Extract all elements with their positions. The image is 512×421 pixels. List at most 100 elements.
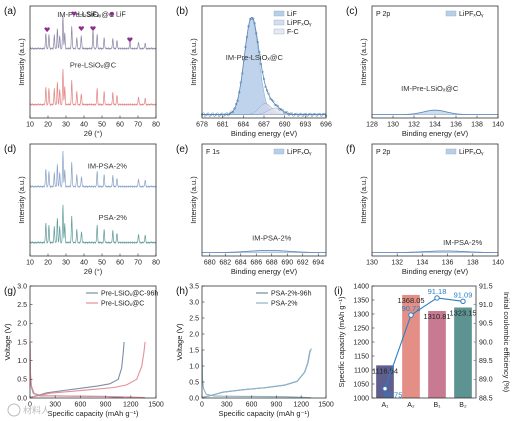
y-tick-label: 1200	[353, 339, 369, 346]
xps-raw-point	[216, 112, 219, 115]
legend-entry: LiF	[116, 12, 126, 19]
y-right-axis-label: Initial coulombic efficiency (%)	[502, 292, 511, 393]
panel-f: P 2p IM-PSA-2% LiPFₓOᵧ 130 132 134 136 138 140 Bi…	[346, 143, 504, 276]
x-tick-label: 70	[134, 122, 142, 129]
xps-raw-point	[269, 97, 272, 100]
y-tick-label: 0.5	[189, 379, 199, 386]
series-annotation: PSA-2%	[99, 213, 128, 222]
voltage-curve-2	[29, 343, 124, 399]
y-right-tick-label: 88.5	[479, 395, 493, 402]
series-annotation: IM-PSA-2%	[252, 233, 292, 242]
xrd-pattern-1	[29, 68, 157, 107]
diamond-legend-icon	[109, 11, 115, 17]
x-tick-label: 60	[116, 260, 124, 267]
xps-raw-point	[236, 99, 239, 102]
y-tick-label: 1050	[353, 381, 369, 388]
watermark-logo-icon	[7, 403, 21, 417]
xps-raw-point	[298, 113, 301, 116]
efficiency-point	[382, 385, 388, 392]
y-tick-label: 2.0	[189, 331, 199, 338]
xps-raw-point	[247, 25, 250, 28]
capacity-bar	[454, 307, 472, 398]
legend-entry: LiPFₓOᵧ	[459, 11, 484, 18]
xps-raw-point	[300, 112, 303, 116]
y-axis-label: Intensity (a.u.)	[17, 38, 26, 86]
xps-raw-point	[208, 114, 211, 117]
xps-raw-point	[242, 59, 245, 62]
xps-raw-point	[235, 102, 238, 106]
y-tick-label: 2.5	[189, 315, 199, 322]
plot-frame	[201, 285, 327, 399]
y-tick-label: 1.5	[189, 347, 199, 354]
xps-raw-point	[256, 41, 259, 44]
y-tick-label: 0.0	[189, 395, 199, 402]
x-tick-label: 140	[492, 260, 504, 267]
legend-entry: PSA-2%	[271, 301, 297, 308]
voltage-curve-0	[29, 341, 125, 398]
xps-raw-point	[207, 112, 210, 115]
xps-raw-point	[286, 111, 289, 114]
xps-raw-point	[267, 92, 270, 95]
x-axis-label: Specific capacity (mAh g⁻¹)	[47, 409, 139, 418]
y-tick-label: 1150	[354, 353, 369, 360]
x-axis-label: Specific capacity (mAh g⁻¹)	[218, 409, 310, 418]
legend-swatch	[445, 148, 457, 155]
x-tick-label: 1500	[148, 402, 164, 409]
voltage-curve-1	[201, 348, 312, 398]
x-tick-label: 132	[391, 260, 403, 267]
panel-title: P 2p	[376, 11, 390, 18]
xps-raw-point	[275, 104, 278, 107]
capacity-bar	[402, 294, 420, 398]
x-tick-label: 80	[152, 122, 160, 129]
xps-raw-point	[238, 91, 241, 94]
plot-frame	[371, 143, 499, 257]
voltage-curve-1	[29, 341, 146, 398]
panel-b: IM-Pre-LSiOₓ@C LiF LiPFₓOᵧ F-C 678 681 684 687 6…	[176, 5, 332, 138]
x-tick-label: 138	[467, 260, 479, 267]
y-axis-label: Intensity (a.u.)	[359, 38, 368, 86]
xps-raw-point	[270, 98, 273, 101]
x-axis-label: Binding energy (eV)	[402, 129, 469, 138]
xps-raw-point	[202, 112, 205, 115]
panel-e: F 1s IM-PSA-2% LiPFₓOᵧ 680 682 684 686 688 690 69…	[176, 143, 327, 276]
y-axis-label: Intensity (a.u.)	[189, 38, 198, 86]
xps-raw-point	[221, 112, 224, 115]
xps-raw-point	[307, 113, 311, 116]
x-tick-label: 600	[246, 402, 258, 409]
xps-raw-point	[278, 108, 281, 111]
bar-value-label: 1116.54	[372, 366, 398, 375]
xps-raw-point	[266, 89, 269, 92]
x-tick-label: 684	[237, 122, 249, 129]
plot-frame	[29, 5, 157, 119]
panel-label: (g)	[4, 286, 16, 297]
efficiency-line	[384, 297, 464, 389]
voltage-curve-0	[201, 349, 311, 398]
x-tick-label: 136	[450, 122, 462, 129]
xps-component-0	[371, 109, 499, 115]
y-tick-label: 2.0	[17, 321, 27, 328]
series-annotation: IM-PSA-2%	[443, 238, 483, 247]
heart-marker-icon	[78, 26, 84, 31]
xps-raw-point	[264, 85, 267, 89]
xps-raw-point	[310, 114, 314, 117]
heart-legend-icon	[71, 11, 77, 16]
xps-raw-point	[204, 114, 207, 117]
xps-raw-point	[245, 36, 249, 39]
x-tick-label: 50	[98, 122, 106, 129]
xps-raw-point	[314, 112, 317, 116]
xps-raw-point	[241, 72, 244, 75]
xps-raw-point	[228, 112, 231, 115]
y-tick-label: 2.5	[17, 302, 27, 309]
x-tick-label: 50	[98, 260, 106, 267]
efficiency-label: 90.72	[402, 304, 421, 313]
xps-raw-point	[289, 112, 292, 115]
y-tick-label: 1300	[353, 311, 369, 318]
panel-label: (c)	[346, 6, 358, 17]
xps-envelope	[372, 109, 498, 115]
xrd-pattern-1	[29, 204, 157, 245]
bar-value-label: 1310.81	[423, 312, 450, 321]
xps-raw-point	[284, 111, 287, 114]
x-tick-label: 10	[26, 260, 34, 267]
xps-envelope	[202, 250, 326, 253]
xps-raw-point	[259, 63, 262, 66]
